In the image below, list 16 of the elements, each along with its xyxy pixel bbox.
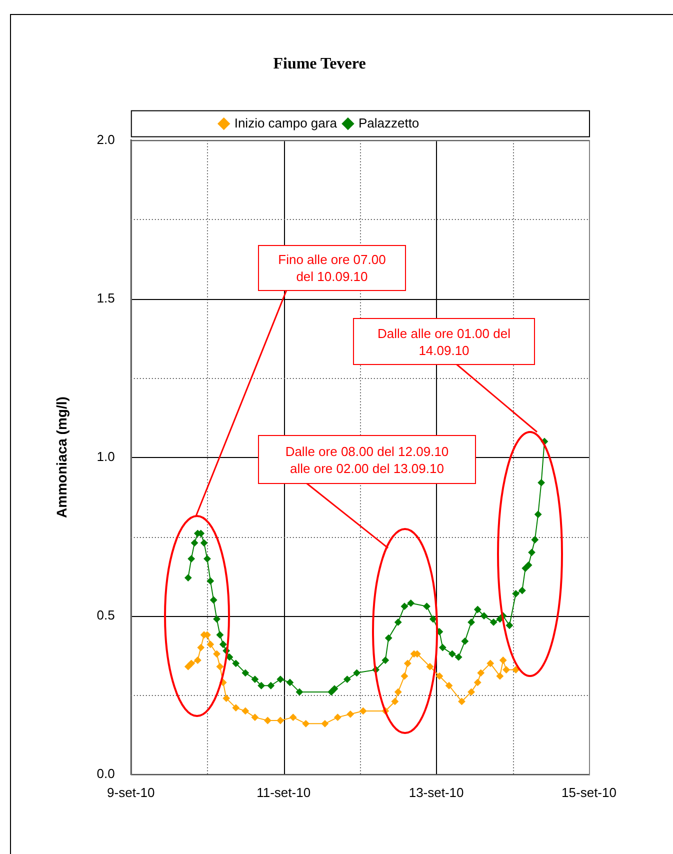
- x-tick-label: 9-set-10: [107, 784, 155, 800]
- x-tick-label: 15-set-10: [562, 784, 616, 800]
- x-tick-label: 13-set-10: [408, 784, 464, 800]
- chart-title: Fiume Tevere: [273, 56, 366, 73]
- callout-box: Fino alle ore 07.00 del 10.09.10: [258, 245, 406, 291]
- y-tick-label: 0.0: [96, 766, 115, 781]
- y-axis-title: Ammoniaca (mg/l): [53, 396, 70, 518]
- y-tick-label: 1.5: [96, 290, 115, 306]
- legend-label: Inizio campo gara: [234, 115, 338, 130]
- x-tick-label: 11-set-10: [256, 784, 311, 800]
- y-tick-label: 2.0: [96, 132, 115, 147]
- callout-box: Dalle alle ore 01.00 del 14.09.10: [353, 318, 535, 365]
- legend-label: Palazzetto: [358, 115, 420, 130]
- y-tick-label: 1.0: [96, 448, 115, 464]
- callout-box: Dalle ore 08.00 del 12.09.10 alle ore 02.00 del 13.09.10: [258, 435, 476, 484]
- y-tick-label: 0.5: [96, 607, 115, 622]
